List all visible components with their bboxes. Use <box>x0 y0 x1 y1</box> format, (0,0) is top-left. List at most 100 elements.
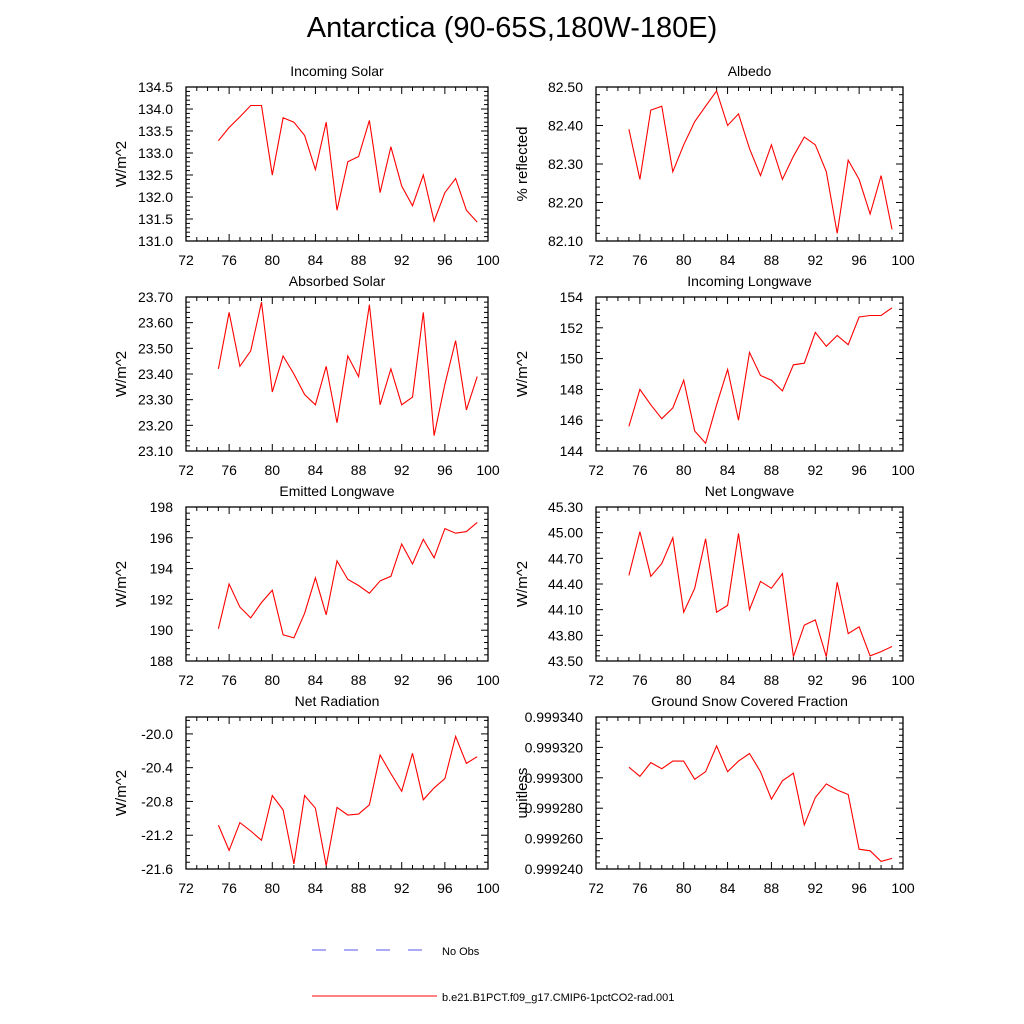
x-tick-label: 84 <box>720 672 736 688</box>
y-tick-label: 23.70 <box>138 289 173 305</box>
x-tick-label: 96 <box>437 252 453 268</box>
y-tick-label: 144 <box>560 443 584 459</box>
x-tick-label: 76 <box>221 252 237 268</box>
x-tick-label: 100 <box>891 672 915 688</box>
y-tick-label: 132.0 <box>138 189 173 205</box>
x-tick-label: 84 <box>308 462 324 478</box>
panel-title: Incoming Longwave <box>687 273 812 289</box>
x-tick-label: 96 <box>851 672 867 688</box>
y-tick-label: -20.4 <box>141 760 173 776</box>
y-tick-label: 0.999260 <box>525 831 584 847</box>
legend: No Obs b.e21.B1PCT.f09_g17.CMIP6-1pctCO2-… <box>312 946 674 1004</box>
x-tick-label: 76 <box>632 252 648 268</box>
y-tick-label: 45.30 <box>548 499 583 515</box>
plot-frame <box>595 296 904 452</box>
y-tick-label: 196 <box>150 530 174 546</box>
x-tick-label: 80 <box>676 672 692 688</box>
y-tick-label: 82.50 <box>548 79 583 95</box>
x-tick-label: 80 <box>676 880 692 896</box>
series-line <box>628 89 893 234</box>
y-tick-label: 82.20 <box>548 195 583 211</box>
y-axis-label: W/m^2 <box>113 141 130 187</box>
chart-panel-4: 72 76 80 84 88 92 96 100 144 146 148 150 152 154 Incom… <box>514 273 915 478</box>
y-tick-label: 23.60 <box>138 315 173 331</box>
x-tick-label: 80 <box>676 252 692 268</box>
x-tick-label: 84 <box>720 462 736 478</box>
x-tick-label: 96 <box>851 880 867 896</box>
y-tick-label: 44.70 <box>548 550 583 566</box>
y-axis-label: W/m^2 <box>113 770 130 816</box>
x-tick-label: 72 <box>178 880 194 896</box>
x-tick-label: 88 <box>764 252 780 268</box>
x-tick-label: 88 <box>351 252 367 268</box>
y-tick-label: 82.40 <box>548 118 583 134</box>
y-tick-label: 44.40 <box>548 576 583 592</box>
y-tick-label: 23.50 <box>138 340 173 356</box>
x-tick-label: 84 <box>720 252 736 268</box>
x-tick-label: 76 <box>221 880 237 896</box>
y-tick-label: 0.999280 <box>525 800 584 816</box>
plot-frame <box>595 506 904 662</box>
y-tick-label: 146 <box>560 412 584 428</box>
x-tick-label: 84 <box>720 880 736 896</box>
series-line <box>217 104 478 224</box>
y-tick-label: -21.6 <box>141 861 173 877</box>
x-tick-label: 88 <box>764 672 780 688</box>
y-axis-label: unitless <box>514 768 531 819</box>
x-tick-label: 92 <box>394 252 410 268</box>
x-tick-label: 84 <box>308 252 324 268</box>
x-tick-label: 96 <box>437 880 453 896</box>
y-tick-label: 134.5 <box>138 79 173 95</box>
y-tick-label: 131.0 <box>138 233 173 249</box>
x-tick-label: 88 <box>351 672 367 688</box>
x-tick-label: 92 <box>394 672 410 688</box>
series-line <box>628 307 893 445</box>
y-tick-label: -20.8 <box>141 793 173 809</box>
y-tick-label: 0.999300 <box>525 770 584 786</box>
y-tick-label: 148 <box>560 381 584 397</box>
x-tick-label: 88 <box>764 880 780 896</box>
y-tick-label: -21.2 <box>141 827 173 843</box>
y-tick-label: 198 <box>150 499 174 515</box>
panel-title: Albedo <box>728 63 772 79</box>
x-tick-label: 72 <box>588 462 604 478</box>
x-tick-label: 96 <box>851 462 867 478</box>
series-line <box>217 301 478 436</box>
y-tick-label: -20.0 <box>141 726 173 742</box>
x-tick-label: 80 <box>264 462 280 478</box>
chart-panel-2: 72 76 80 84 88 92 96 100 82.10 82.20 82.30 82.40 82.… <box>514 63 915 268</box>
y-tick-label: 134.0 <box>138 101 173 117</box>
y-tick-label: 0.999240 <box>525 861 584 877</box>
chart-panel-5: 72 76 80 84 88 92 96 100 188 190 192 194 196 198 Emitt… <box>113 483 500 688</box>
x-tick-label: 96 <box>851 252 867 268</box>
x-tick-label: 92 <box>807 880 823 896</box>
y-tick-label: 152 <box>560 320 584 336</box>
panel-title: Absorbed Solar <box>289 273 386 289</box>
panel-title: Net Longwave <box>705 483 795 499</box>
y-tick-label: 23.40 <box>138 366 173 382</box>
y-tick-label: 23.30 <box>138 392 173 408</box>
y-tick-label: 0.999340 <box>525 709 584 725</box>
x-tick-label: 92 <box>807 252 823 268</box>
chart-panel-6: 72 76 80 84 88 92 96 100 43.50 43.80 44.10 44.40 44.… <box>514 483 915 688</box>
x-tick-label: 88 <box>351 880 367 896</box>
x-tick-label: 100 <box>891 252 915 268</box>
x-tick-label: 92 <box>394 880 410 896</box>
x-tick-label: 100 <box>476 880 500 896</box>
x-tick-label: 80 <box>264 880 280 896</box>
chart-panel-1: 72 76 80 84 88 92 96 100 131.0 131.5 132.0 132.5 133… <box>113 63 500 268</box>
x-tick-label: 92 <box>807 462 823 478</box>
legend-label-no-obs: No Obs <box>442 946 480 958</box>
x-tick-label: 80 <box>676 462 692 478</box>
plot-frame <box>185 506 489 662</box>
chart-panel-8: 72 76 80 84 88 92 96 100 0.999240 0.999260 0.99928… <box>514 693 915 896</box>
x-tick-label: 76 <box>632 880 648 896</box>
x-tick-label: 84 <box>308 880 324 896</box>
x-tick-label: 100 <box>476 672 500 688</box>
plot-frame <box>185 296 489 452</box>
y-tick-label: 0.999320 <box>525 739 584 755</box>
x-tick-label: 92 <box>807 672 823 688</box>
x-tick-label: 76 <box>632 672 648 688</box>
y-tick-label: 44.10 <box>548 602 583 618</box>
